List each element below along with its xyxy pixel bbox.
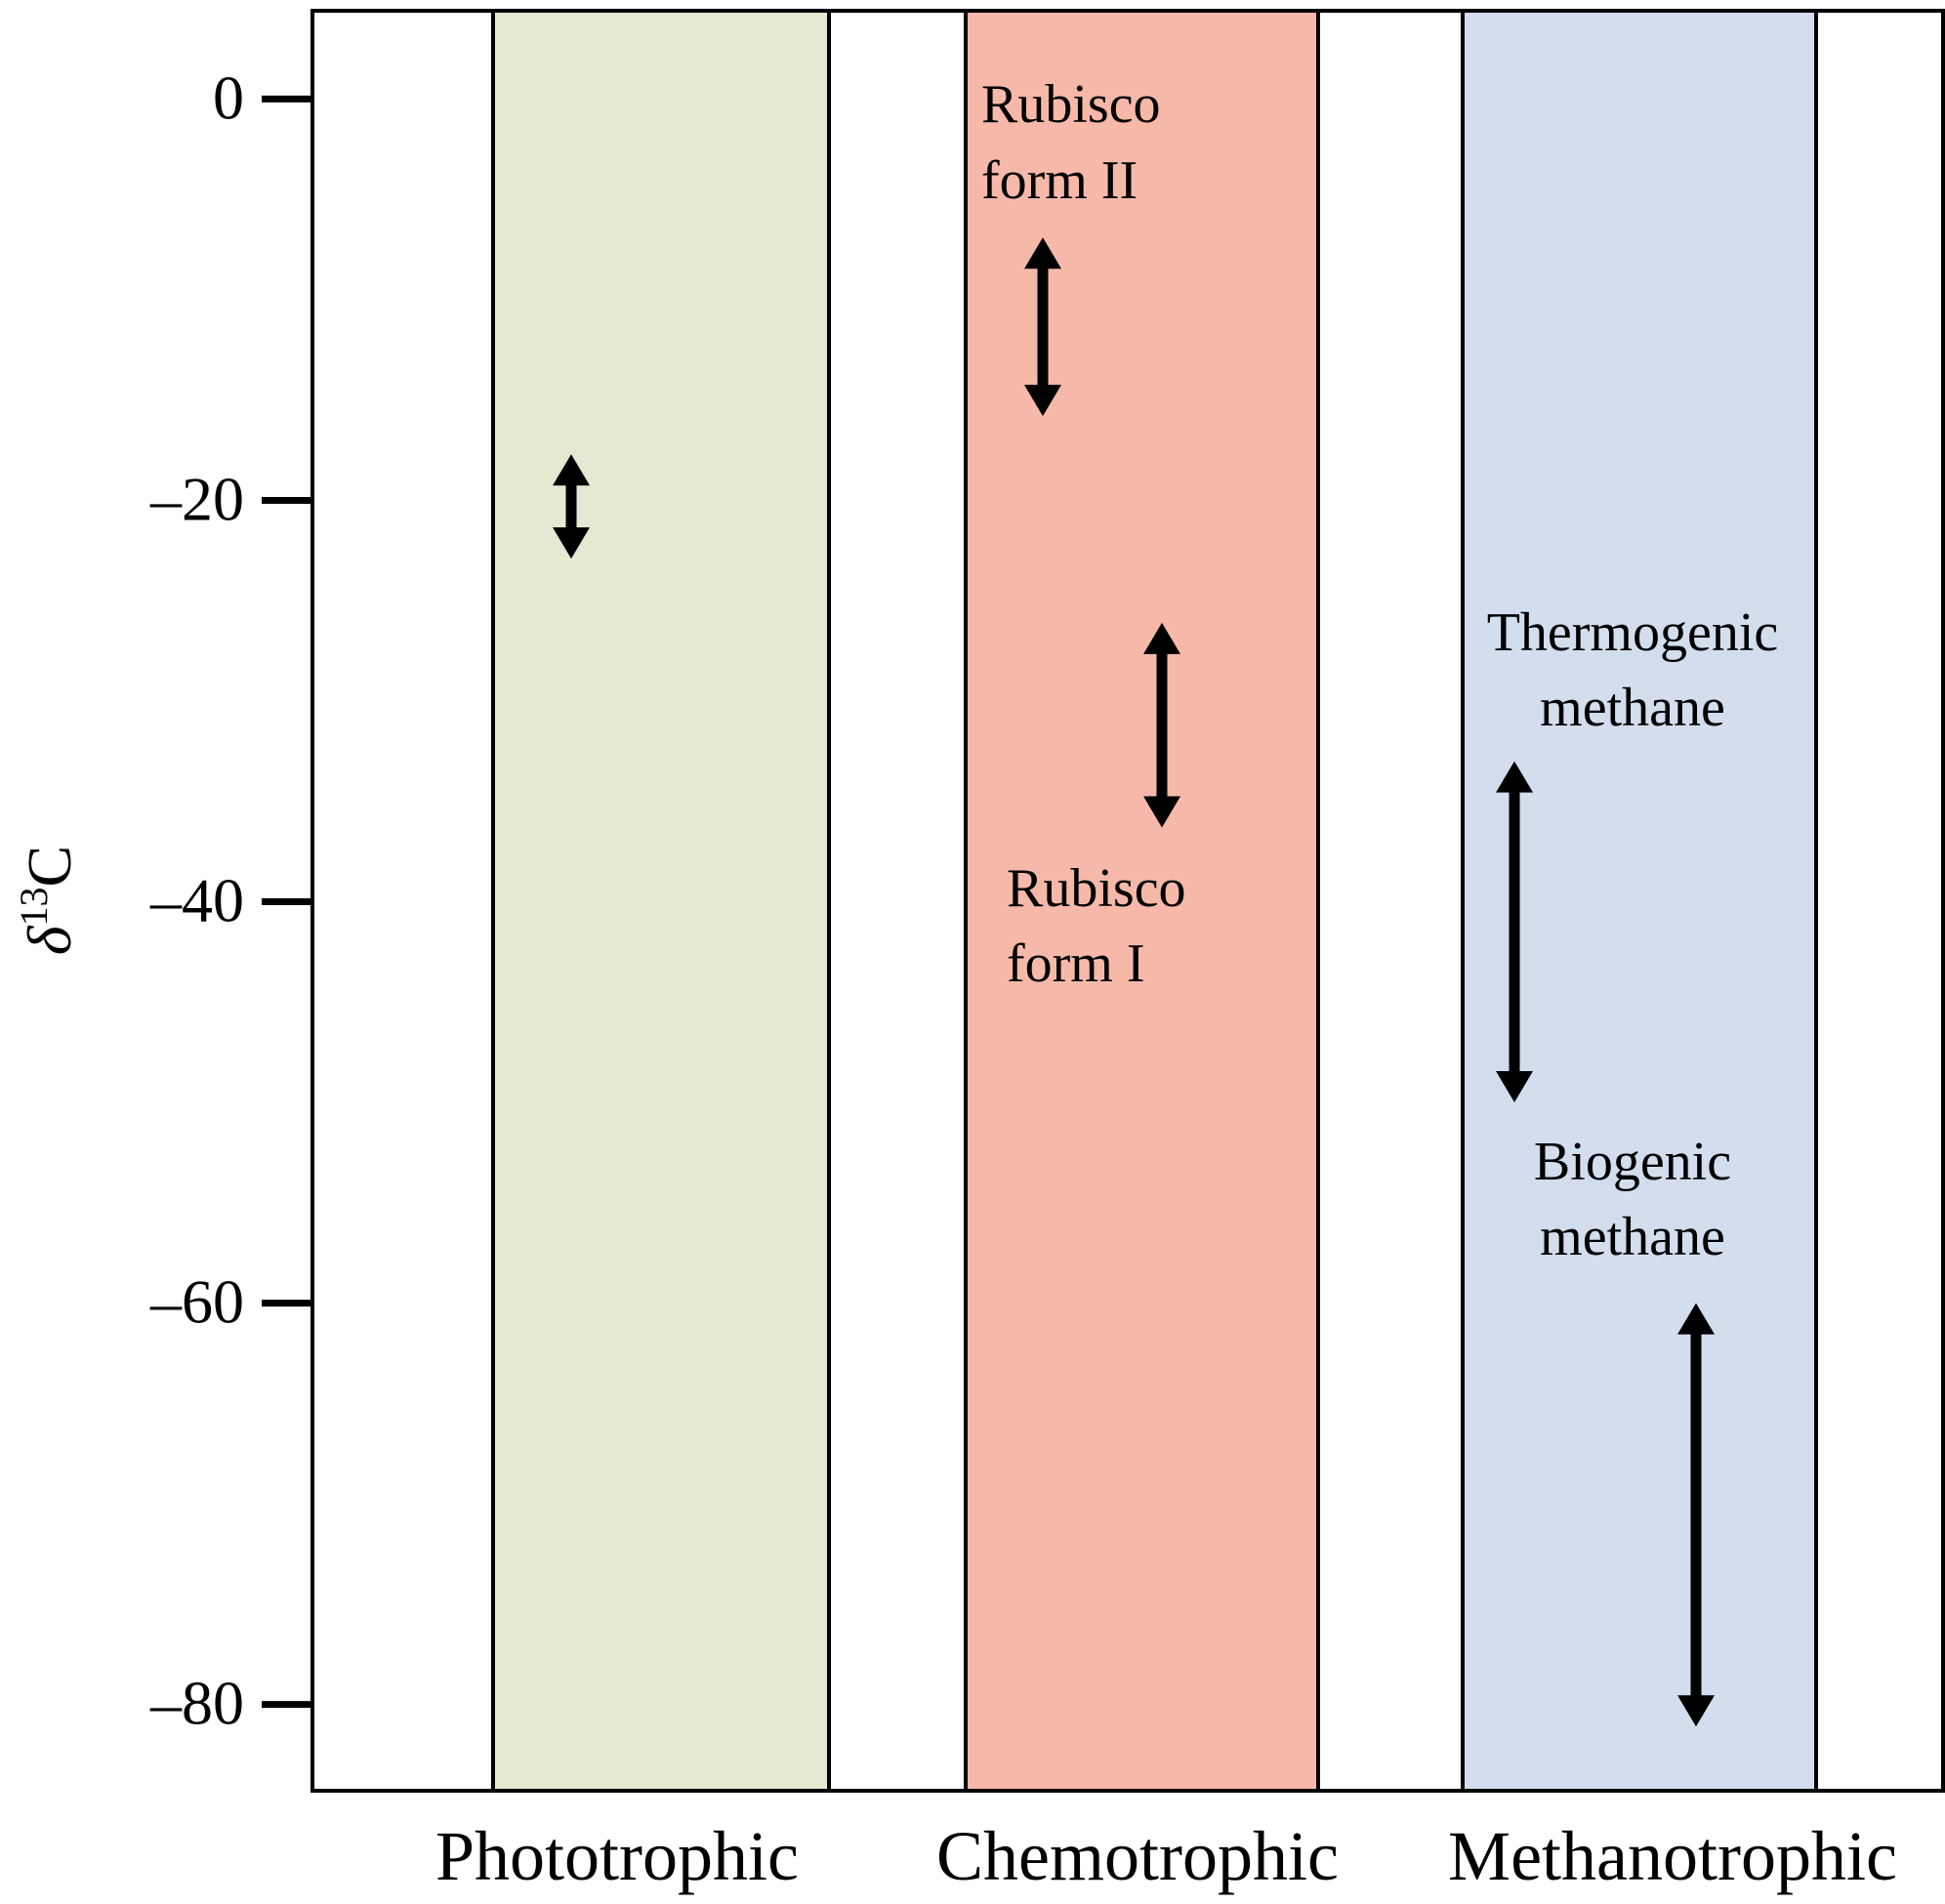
range-arrow-head-down-biogenic-methane <box>1677 1695 1715 1727</box>
annotation-rubisco-form-ii-line2: form II <box>981 150 1138 211</box>
y-tick-label: –60 <box>149 1267 244 1337</box>
range-arrows <box>553 237 1715 1727</box>
range-arrow-head-up-biogenic-methane <box>1677 1303 1715 1335</box>
y-tick-label: –40 <box>149 866 244 935</box>
y-axis: 0 –20 –40 –60 –80 <box>149 62 312 1738</box>
range-arrow-head-up-phototrophic <box>553 454 590 486</box>
annotation-biogenic-line1: Biogenic <box>1534 1132 1731 1192</box>
annotation-rubisco-form-ii-line1: Rubisco <box>981 74 1161 135</box>
range-arrow-head-down-rubisco-form-i <box>1143 796 1180 828</box>
annotation-thermogenic-line2: methane <box>1540 678 1725 738</box>
y-tick-label: 0 <box>213 62 244 132</box>
y-axis-label-tail: C <box>15 846 84 888</box>
category-label-methanotrophic: Methanotrophic <box>1448 1817 1897 1895</box>
annotation-rubisco-form-i-line1: Rubisco <box>1007 858 1186 919</box>
range-arrow-head-up-thermogenic-methane <box>1496 761 1533 793</box>
annotation-rubisco-form-i-line2: form I <box>1007 933 1145 994</box>
range-arrow-head-up-rubisco-form-ii <box>1024 237 1061 269</box>
category-label-phototrophic: Phototrophic <box>435 1817 799 1895</box>
range-arrow-head-down-thermogenic-methane <box>1496 1071 1533 1103</box>
category-label-chemotrophic: Chemotrophic <box>936 1817 1339 1895</box>
range-arrow-head-down-rubisco-form-ii <box>1024 385 1061 417</box>
y-tick-label: –80 <box>149 1669 244 1738</box>
y-axis-label-sup: 13 <box>12 887 56 926</box>
annotation-biogenic-line2: methane <box>1540 1207 1725 1267</box>
range-arrow-head-up-rubisco-form-i <box>1143 622 1180 654</box>
y-axis-label: δ13C <box>12 846 84 955</box>
y-axis-label-base: δ <box>15 925 84 955</box>
annotation-thermogenic-line1: Thermogenic <box>1487 602 1779 663</box>
y-tick-label: –20 <box>149 464 244 533</box>
band-phototrophic <box>491 9 831 1793</box>
range-arrow-head-down-phototrophic <box>553 527 590 559</box>
band-chemotrophic <box>964 9 1320 1793</box>
